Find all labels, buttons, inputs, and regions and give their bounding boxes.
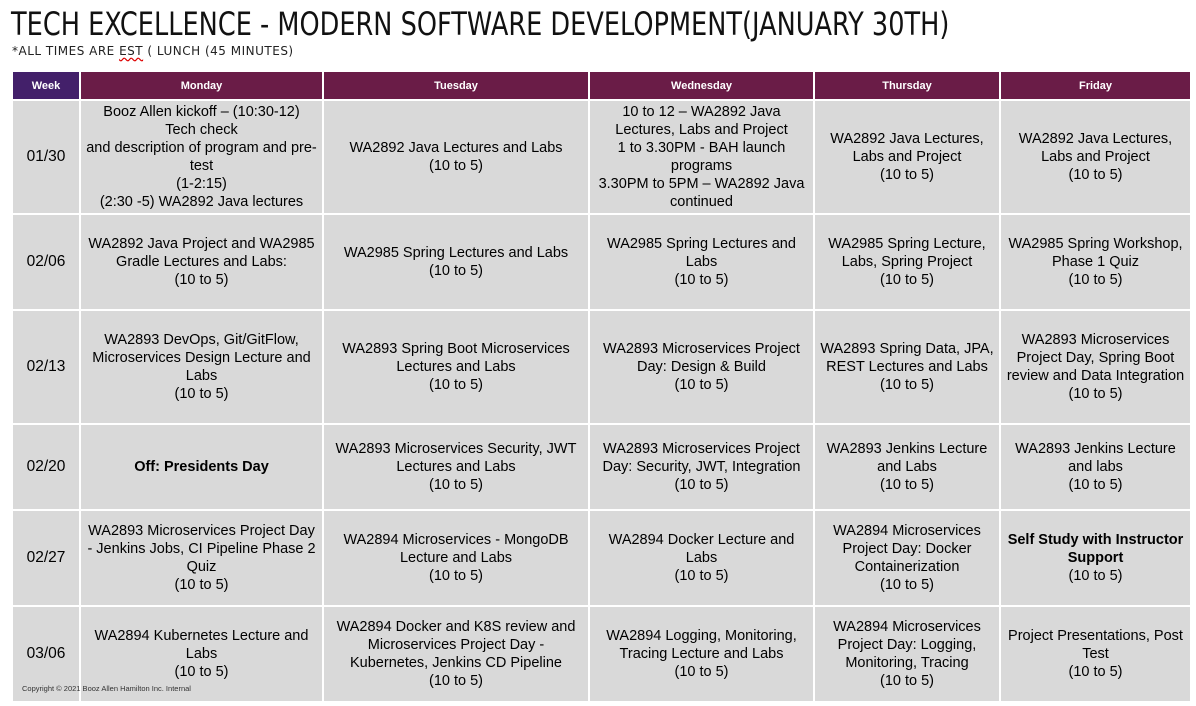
wednesday-cell: WA2894 Logging, Monitoring, Tracing Lect…	[588, 605, 815, 703]
header-friday: Friday	[999, 70, 1192, 101]
thursday-cell: WA2892 Java Lectures, Labs and Project (…	[813, 99, 1001, 215]
tuesday-cell: WA2985 Spring Lectures and Labs (10 to 5…	[322, 213, 590, 311]
header-wednesday: Wednesday	[588, 70, 815, 101]
week-cell: 02/13	[11, 309, 81, 425]
subtitle-est: EST	[119, 44, 144, 58]
week-cell: 02/20	[11, 423, 81, 511]
tuesday-cell: WA2894 Docker and K8S review and Microse…	[322, 605, 590, 703]
thursday-cell: WA2893 Jenkins Lecture and Labs (10 to 5…	[813, 423, 1001, 511]
table-row: 02/13 WA2893 DevOps, Git/GitFlow, Micros…	[11, 309, 1192, 425]
monday-cell: Off: Presidents Day	[79, 423, 324, 511]
copyright-text: Copyright © 2021 Booz Allen Hamilton Inc…	[22, 684, 191, 693]
subtitle-suffix: ( LUNCH (45 MINUTES)	[143, 44, 294, 58]
header-thursday: Thursday	[813, 70, 1001, 101]
friday-cell: WA2893 Jenkins Lecture and labs (10 to 5…	[999, 423, 1192, 511]
header-week: Week	[11, 70, 81, 101]
wednesday-cell: WA2894 Docker Lecture and Labs (10 to 5)	[588, 509, 815, 607]
header-monday: Monday	[79, 70, 324, 101]
monday-cell: WA2893 DevOps, Git/GitFlow, Microservice…	[79, 309, 324, 425]
week-cell: 03/06	[11, 605, 81, 703]
thursday-cell: WA2893 Spring Data, JPA, REST Lectures a…	[813, 309, 1001, 425]
friday-cell: Self Study with Instructor Support (10 to…	[999, 509, 1192, 607]
schedule-table: Week Monday Tuesday Wednesday Thursday F…	[11, 70, 1192, 703]
monday-cell: Booz Allen kickoff – (10:30-12) Tech che…	[79, 99, 324, 215]
thursday-cell: WA2894 Microservices Project Day: Docker…	[813, 509, 1001, 607]
thursday-cell: WA2985 Spring Lecture, Labs, Spring Proj…	[813, 213, 1001, 311]
table-row: 02/27 WA2893 Microservices Project Day -…	[11, 509, 1192, 607]
wednesday-cell: WA2893 Microservices Project Day: Securi…	[588, 423, 815, 511]
friday-cell: Project Presentations, Post Test (10 to …	[999, 605, 1192, 703]
table-row: 02/06 WA2892 Java Project and WA2985 Gra…	[11, 213, 1192, 311]
subtitle-prefix: *ALL TIMES ARE	[12, 44, 120, 58]
friday-bold-text: Self Study with Instructor Support	[1007, 532, 1184, 566]
friday-time-text: (10 to 5)	[1068, 568, 1123, 584]
page-title: TECH EXCELLENCE - MODERN SOFTWARE DEVELO…	[11, 5, 950, 43]
header-row: Week Monday Tuesday Wednesday Thursday F…	[11, 70, 1192, 101]
wednesday-cell: 10 to 12 – WA2892 Java Lectures, Labs an…	[588, 99, 815, 215]
friday-cell: WA2893 Microservices Project Day, Spring…	[999, 309, 1192, 425]
wednesday-cell: WA2893 Microservices Project Day: Design…	[588, 309, 815, 425]
week-cell: 02/06	[11, 213, 81, 311]
thursday-cell: WA2894 Microservices Project Day: Loggin…	[813, 605, 1001, 703]
page-subtitle: *ALL TIMES ARE EST ( LUNCH (45 MINUTES)	[12, 44, 294, 58]
tuesday-cell: WA2892 Java Lectures and Labs (10 to 5)	[322, 99, 590, 215]
friday-cell: WA2985 Spring Workshop, Phase 1 Quiz (10…	[999, 213, 1192, 311]
week-cell: 01/30	[11, 99, 81, 215]
header-tuesday: Tuesday	[322, 70, 590, 101]
tuesday-cell: WA2893 Spring Boot Microservices Lecture…	[322, 309, 590, 425]
table-row: 01/30 Booz Allen kickoff – (10:30-12) Te…	[11, 99, 1192, 215]
monday-cell: WA2893 Microservices Project Day - Jenki…	[79, 509, 324, 607]
table-row: 02/20 Off: Presidents Day WA2893 Microse…	[11, 423, 1192, 511]
monday-cell: WA2892 Java Project and WA2985 Gradle Le…	[79, 213, 324, 311]
table-row: 03/06 WA2894 Kubernetes Lecture and Labs…	[11, 605, 1192, 703]
tuesday-cell: WA2893 Microservices Security, JWT Lectu…	[322, 423, 590, 511]
tuesday-cell: WA2894 Microservices - MongoDB Lecture a…	[322, 509, 590, 607]
friday-cell: WA2892 Java Lectures, Labs and Project (…	[999, 99, 1192, 215]
wednesday-cell: WA2985 Spring Lectures and Labs (10 to 5…	[588, 213, 815, 311]
week-cell: 02/27	[11, 509, 81, 607]
monday-cell: WA2894 Kubernetes Lecture and Labs (10 t…	[79, 605, 324, 703]
